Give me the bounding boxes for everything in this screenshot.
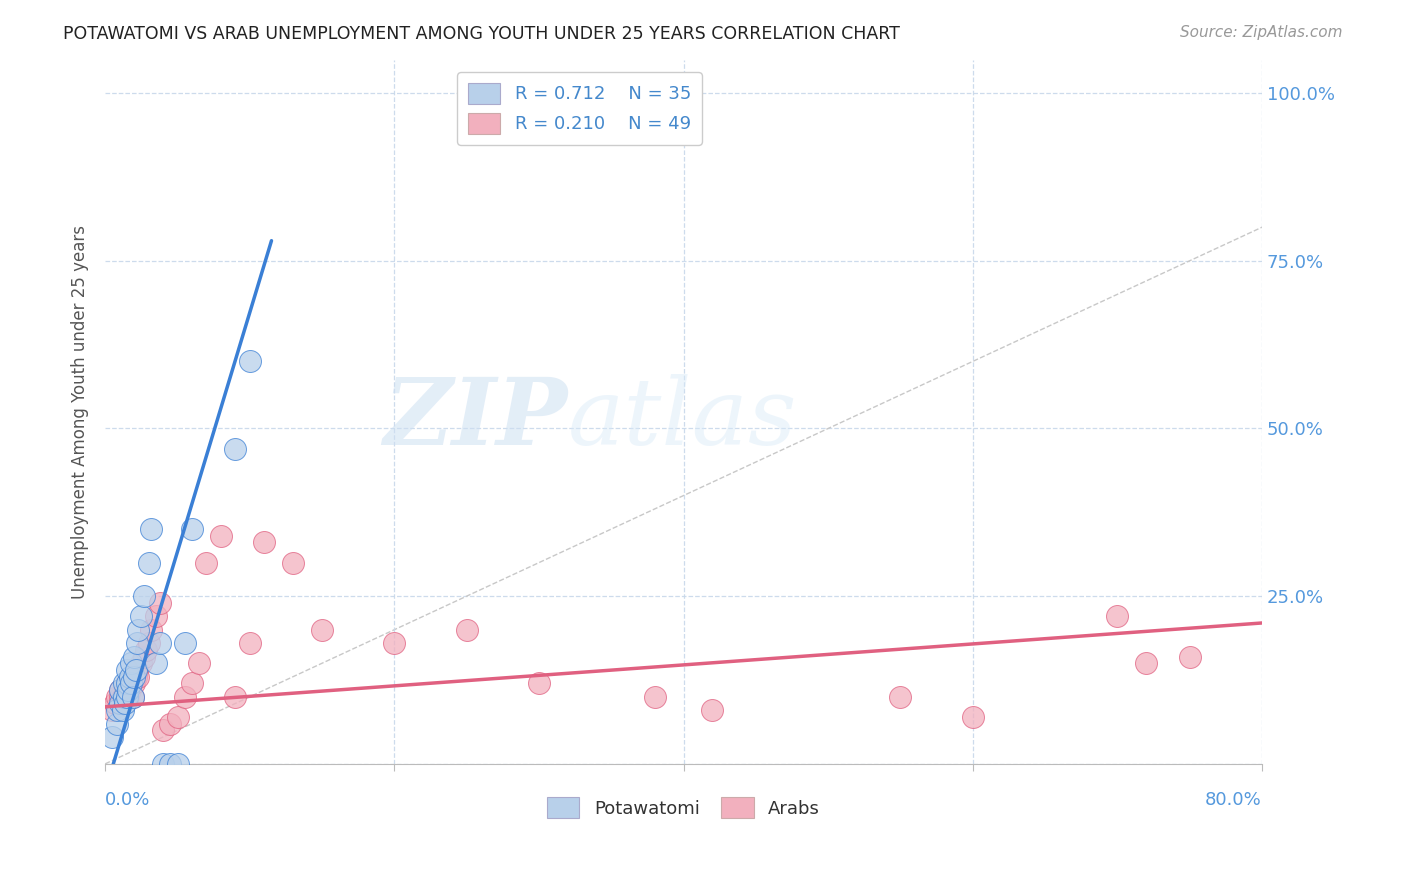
Point (122, 670, 145, 684)
Point (527, 676, 550, 690)
Point (101, 730, 124, 744)
Point (108, 683, 131, 698)
Text: Source: ZipAtlas.com: Source: ZipAtlas.com (1180, 25, 1343, 40)
Point (1135, 657, 1157, 671)
Point (456, 623, 478, 637)
Point (702, 703, 724, 717)
Point (152, 756, 174, 771)
Point (152, 723, 174, 738)
Text: 0.0%: 0.0% (105, 790, 150, 809)
Point (173, 690, 195, 704)
Point (149, 636, 172, 650)
Point (181, 676, 204, 690)
Point (121, 690, 143, 704)
Point (166, 756, 188, 771)
Point (115, 676, 138, 690)
Point (115, 676, 138, 690)
Point (145, 657, 167, 671)
Point (104, 697, 127, 711)
Point (138, 556, 160, 570)
Point (239, 636, 262, 650)
Point (209, 529, 232, 543)
Point (101, 703, 124, 717)
Point (117, 690, 139, 704)
Point (112, 690, 135, 704)
Text: ZIP: ZIP (384, 374, 568, 464)
Point (111, 703, 134, 717)
Point (112, 690, 135, 704)
Point (384, 636, 406, 650)
Legend: Potawatomi, Arabs: Potawatomi, Arabs (540, 790, 827, 825)
Point (120, 676, 142, 690)
Text: atlas: atlas (568, 374, 797, 464)
Point (115, 690, 138, 704)
Point (122, 676, 145, 690)
Point (118, 670, 141, 684)
Point (127, 670, 149, 684)
Point (138, 636, 160, 650)
Point (283, 556, 305, 570)
Point (110, 697, 132, 711)
Point (131, 657, 153, 671)
Point (166, 710, 188, 724)
Point (108, 683, 131, 698)
Point (105, 716, 128, 731)
Point (124, 663, 146, 677)
Point (224, 690, 246, 704)
Point (127, 623, 149, 637)
Point (224, 442, 246, 456)
Point (120, 657, 142, 671)
Point (108, 697, 131, 711)
Point (105, 703, 128, 717)
Point (195, 556, 218, 570)
Point (118, 683, 141, 698)
Point (1107, 609, 1129, 624)
Point (962, 710, 984, 724)
Point (889, 690, 911, 704)
Point (173, 636, 195, 650)
Point (125, 636, 148, 650)
Point (149, 596, 172, 610)
Point (108, 690, 131, 704)
Point (1178, 649, 1201, 664)
Point (115, 683, 138, 698)
Point (134, 649, 156, 664)
Point (125, 663, 148, 677)
Y-axis label: Unemployment Among Youth under 25 years: Unemployment Among Youth under 25 years (72, 225, 89, 599)
Point (122, 649, 145, 664)
Point (115, 663, 138, 677)
Point (135, 642, 157, 657)
Point (131, 609, 153, 624)
Point (311, 623, 333, 637)
Point (159, 716, 181, 731)
Point (112, 676, 135, 690)
Point (121, 690, 143, 704)
Point (145, 609, 167, 624)
Point (111, 690, 134, 704)
Point (253, 535, 276, 549)
Point (124, 670, 146, 684)
Point (114, 683, 136, 698)
Point (188, 657, 211, 671)
Point (141, 522, 163, 536)
Point (159, 756, 181, 771)
Point (120, 676, 142, 690)
Point (117, 683, 139, 698)
Point (181, 522, 204, 536)
Text: 80.0%: 80.0% (1205, 790, 1263, 809)
Point (141, 623, 163, 637)
Text: POTAWATOMI VS ARAB UNEMPLOYMENT AMONG YOUTH UNDER 25 YEARS CORRELATION CHART: POTAWATOMI VS ARAB UNEMPLOYMENT AMONG YO… (63, 25, 900, 43)
Point (105, 690, 128, 704)
Point (644, 690, 666, 704)
Point (239, 354, 262, 368)
Point (114, 697, 136, 711)
Point (134, 589, 156, 603)
